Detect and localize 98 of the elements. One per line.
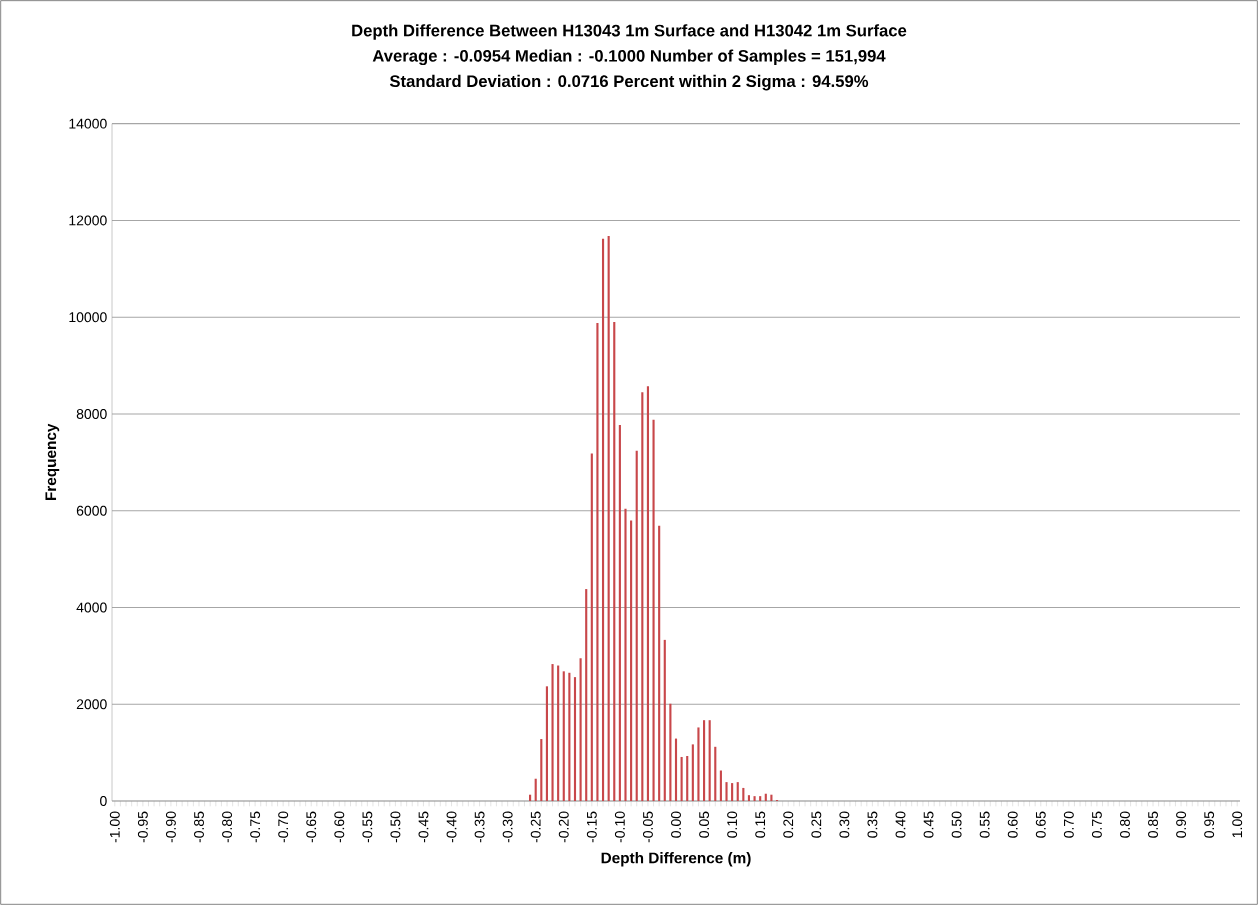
y-tick-label: 14000 [69,118,107,129]
bar [725,782,728,801]
y-tick-label: 0 [100,796,107,806]
bar [540,739,543,801]
bar [545,686,548,801]
x-tick-label: 0.80 [1120,811,1130,838]
x-tick-label: 0.65 [1035,811,1046,838]
x-tick-label: -0.70 [278,811,289,843]
bar [742,787,745,801]
x-tick-label: -0.65 [306,811,317,843]
x-tick-label: -0.90 [165,811,176,843]
x-tick-label: -0.15 [586,811,597,843]
x-tick-label: -0.60 [334,811,345,843]
bar [731,783,734,801]
x-tick-label: -0.30 [502,811,513,843]
x-tick-label: -0.85 [194,811,204,843]
bar [551,664,554,801]
bar [557,665,560,801]
bar [759,796,762,801]
bar [630,520,633,801]
bar [697,727,700,801]
bar [736,782,739,801]
x-tick-label: 0.00 [671,811,681,838]
x-tick-label: -0.10 [614,811,625,843]
x-axis-title: Depth Difference (m) [601,852,751,867]
x-tick-label: 0.10 [727,811,738,838]
bar [641,392,644,801]
x-tick-label: 0.50 [951,811,962,838]
bar [686,755,689,801]
x-tick-label: -0.25 [530,811,541,843]
x-tick-label: -0.20 [558,811,569,843]
x-tick-label: -0.95 [137,811,148,843]
x-tick-label: 0.30 [839,811,850,838]
bar [590,453,593,801]
y-tick-label: 6000 [76,505,107,516]
x-tick-label: 0.20 [783,811,794,838]
x-tick-label: 0.05 [699,811,710,838]
bar [562,671,565,801]
x-tick-label: 0.75 [1091,811,1102,838]
x-tick-label: 0.40 [895,811,906,838]
y-axis-title: Frequency [45,423,60,501]
x-tick-label: 0.95 [1204,811,1215,838]
x-tick-label: 0.45 [923,811,934,838]
x-tick-label: 0.90 [1176,811,1187,838]
y-tick-label: 12000 [69,215,107,226]
bar [658,525,661,801]
x-tick-label: 1.00 [1232,811,1243,838]
bar [529,794,532,801]
bar [646,386,650,801]
x-tick-label: 0.55 [979,811,990,838]
bar [585,589,588,801]
bar [624,508,627,801]
x-tick-label: -0.35 [474,811,485,843]
bar [691,744,694,801]
bar [663,639,666,801]
x-tick-label: 0.25 [811,811,822,838]
x-tick-label: 0.35 [867,811,878,838]
y-tick-label: 4000 [76,602,107,613]
x-tick-label: 0.70 [1063,811,1074,838]
bar [635,450,638,801]
bar [669,703,672,801]
bar [719,770,722,801]
bar [703,720,706,801]
x-tick-label: 0.60 [1007,811,1018,838]
x-tick-label: -0.55 [362,811,373,843]
y-tick-label: 2000 [76,699,107,710]
y-tick-label: 8000 [76,408,107,419]
bar [568,672,571,801]
bar [764,793,767,801]
x-tick-label: -0.75 [250,811,261,843]
bar [573,677,577,801]
bar [601,238,605,801]
bar [618,425,621,801]
y-tick-label: 10000 [69,312,107,323]
text: Standard Deviation : 0.0716 Percent within 2 Sigma : 94.59% [389,74,869,91]
x-tick-label: -0.50 [390,811,401,843]
bar [770,794,773,801]
bar [652,419,655,801]
x-tick-label: -0.40 [446,811,457,843]
bar [753,796,756,801]
x-tick-label: 0.85 [1148,811,1158,838]
bar [680,756,683,801]
bar [708,720,711,801]
bar [747,795,751,801]
x-tick-label: -0.45 [418,811,429,843]
bar [534,778,537,801]
x-tick-label: -0.05 [643,811,653,843]
bar [607,235,610,801]
bar [579,658,582,801]
bar [714,746,717,801]
x-tick-label: -0.80 [222,811,233,843]
bar [613,322,616,801]
bar [674,738,678,801]
x-tick-label: 0.15 [755,811,766,838]
chart-title: Depth Difference Between H13043 1m Surface and H13042 1m Surface [352,24,907,40]
chart-subtitle: Average : -0.0954 Median : -0.1000 Number of Samples = 151,994 [372,49,886,66]
x-tick-label: -1.00 [109,811,120,843]
bar [596,322,599,801]
